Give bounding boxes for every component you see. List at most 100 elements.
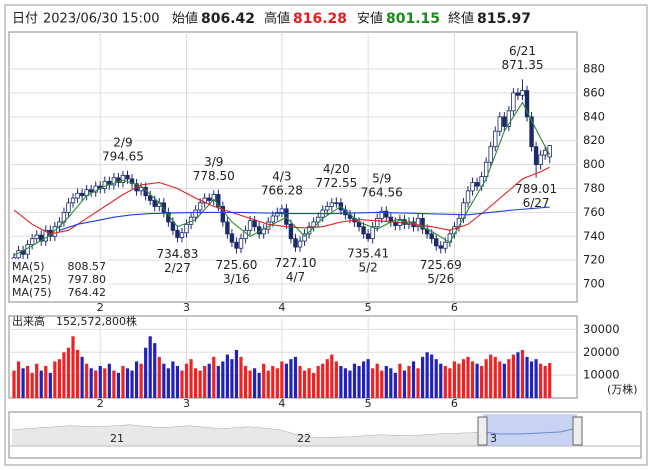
volume-bar xyxy=(448,368,452,398)
legend-name: MA(5) xyxy=(12,260,45,273)
volume-bar xyxy=(493,356,497,398)
volume-bar xyxy=(175,366,180,398)
candle-body xyxy=(252,220,257,228)
volume-bar xyxy=(507,359,511,398)
x-tick-label: 5 xyxy=(365,397,372,410)
close-label: 終値 xyxy=(448,11,474,27)
candle-body xyxy=(116,177,121,183)
volume-panel xyxy=(8,315,578,399)
volume-bar xyxy=(230,359,234,398)
candle-body xyxy=(152,200,157,207)
annotation-date: 2/27 xyxy=(164,261,191,275)
candle-body xyxy=(29,238,35,246)
navigator-handle-right[interactable] xyxy=(572,416,583,446)
volume-bar xyxy=(470,361,475,398)
candle-body xyxy=(529,116,534,148)
volume-bar xyxy=(357,366,361,398)
open-label: 始値 xyxy=(172,11,198,27)
volume-bar xyxy=(502,363,506,398)
volume-bar xyxy=(57,359,61,398)
navigator-window[interactable] xyxy=(483,414,577,446)
header: 日付 2023/06/30 15:00 始値 806.42 高値 816.28 … xyxy=(12,11,531,28)
x-tick-label: 2 xyxy=(97,301,104,314)
volume-bar xyxy=(293,356,298,398)
candle-body xyxy=(193,209,198,218)
volume-bar xyxy=(402,370,407,398)
candle-body xyxy=(275,211,280,217)
high-label: 高値 xyxy=(264,11,290,27)
volume-bar xyxy=(189,359,193,398)
volume-bar xyxy=(302,370,307,398)
volume-bar xyxy=(312,372,316,398)
annotation-price: 727.10 xyxy=(274,256,316,270)
volume-total: 152,572,800株 xyxy=(56,314,137,328)
volume-bar xyxy=(466,356,470,398)
ma-line xyxy=(59,206,550,231)
x-tick-label: 6 xyxy=(451,397,458,410)
candle-body xyxy=(470,182,475,192)
candle-body xyxy=(474,182,480,187)
legend-value: 808.57 xyxy=(68,260,107,273)
volume-bar xyxy=(457,363,461,398)
annotation-date: 5/26 xyxy=(427,272,454,286)
volume-bar xyxy=(234,350,239,398)
volume-bar xyxy=(316,366,320,398)
volume-bar xyxy=(461,359,466,398)
candle-body xyxy=(238,238,244,249)
volume-bar xyxy=(44,366,48,398)
candle-body xyxy=(270,215,275,223)
volume-bar xyxy=(543,366,547,398)
candle-body xyxy=(161,202,167,213)
volume-bar xyxy=(330,354,334,398)
volume-bar xyxy=(130,370,134,398)
candle-body xyxy=(129,178,135,185)
volume-bar xyxy=(452,361,456,398)
candle-body xyxy=(542,149,548,156)
navigator-label: 3 xyxy=(490,432,497,445)
candle-body xyxy=(125,174,130,180)
navigator-area xyxy=(12,425,483,446)
volume-bar xyxy=(398,363,402,398)
volume-bar xyxy=(361,361,366,398)
volume-bar xyxy=(489,354,493,398)
volume-unit: (万株) xyxy=(607,382,638,396)
volume-bar xyxy=(380,370,384,398)
volume-bar xyxy=(171,361,175,398)
volume-bar xyxy=(411,361,416,398)
navigator-handle-left[interactable] xyxy=(477,416,488,446)
volume-bar xyxy=(21,368,25,398)
volume-bar xyxy=(484,359,488,398)
volume-bar xyxy=(475,363,479,398)
annotation-date: 3/16 xyxy=(223,272,250,286)
candle-body xyxy=(147,195,153,201)
high: 816.28 xyxy=(293,11,347,27)
volume-bar xyxy=(207,363,211,398)
annotation-price: 734.83 xyxy=(156,247,198,261)
candle-body xyxy=(93,185,98,193)
volume-bar xyxy=(534,359,538,398)
candle-body xyxy=(184,223,189,234)
candle-body xyxy=(52,226,58,237)
volume-bar xyxy=(85,363,89,398)
volume-bar xyxy=(26,366,30,398)
volume-bar xyxy=(529,361,534,398)
annotation-price: 794.65 xyxy=(102,150,144,164)
volume-bar xyxy=(498,361,502,398)
candle-body xyxy=(75,192,80,199)
volume-bar xyxy=(184,363,189,398)
candle-body xyxy=(293,238,298,248)
annotation-price: 725.60 xyxy=(215,258,257,272)
volume-bar xyxy=(239,356,243,398)
candle-body xyxy=(79,192,85,197)
volume-bar xyxy=(539,363,543,398)
annotation-price: 778.50 xyxy=(193,169,235,183)
annotation-price: 764.56 xyxy=(361,185,403,199)
candle-body xyxy=(361,226,366,235)
volume-bar xyxy=(262,363,266,398)
y-tick-label: 820 xyxy=(583,133,605,147)
close: 815.97 xyxy=(477,11,531,27)
candle-body xyxy=(216,194,221,207)
volume-bar xyxy=(148,336,152,398)
candle-body xyxy=(43,229,48,242)
volume-bar xyxy=(75,350,80,398)
